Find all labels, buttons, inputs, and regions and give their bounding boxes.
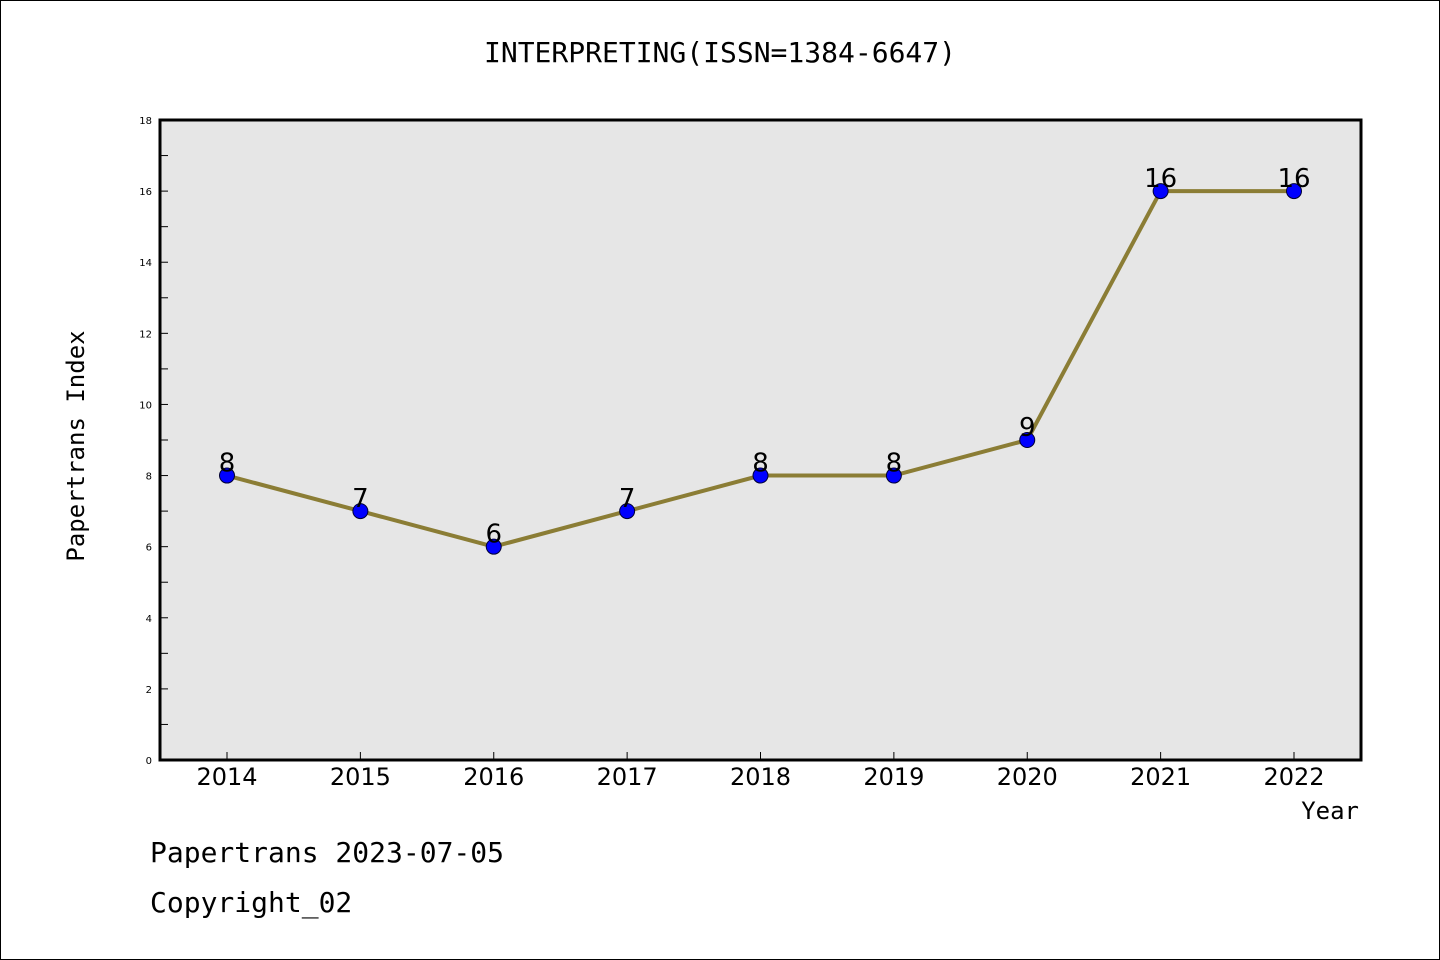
y-tick-label: 0 [146,756,152,767]
y-tick-label: 6 [146,543,152,554]
footer-source: Papertrans 2023-07-05 [150,836,505,869]
x-axis-label: Year [1301,797,1359,825]
x-tick-label: 2016 [463,763,524,791]
data-label: 16 [1144,164,1177,194]
plot-border [158,118,1363,762]
y-tick-label: 4 [146,614,152,625]
x-tick-label: 2020 [997,763,1058,791]
x-tick-label: 2022 [1263,763,1324,791]
data-point [619,503,636,520]
y-tick-label: 8 [146,472,152,483]
data-point [885,467,902,484]
x-tick-label: 2021 [1130,763,1191,791]
footer-copyright: Copyright_02 [150,886,353,919]
data-point [1152,183,1169,200]
data-label: 6 [485,520,502,550]
data-point [1019,432,1036,448]
y-tick-label: 12 [139,329,152,340]
data-labels: 8 7 6 7 8 8 9 16 16 [219,164,1311,550]
data-point [752,467,769,484]
data-point [1286,183,1302,200]
y-axis-label: Papertrans Index [62,330,90,561]
y-tick-label: 10 [139,400,152,411]
x-tick-label: 2015 [330,763,391,791]
x-axis-ticks: 2014 2015 2016 2017 2018 2019 2020 2021 2022 [196,752,1325,791]
data-point [485,538,502,555]
data-label: 7 [619,484,636,514]
data-point [352,503,369,520]
data-label: 9 [1019,413,1036,443]
data-label: 8 [886,449,903,479]
x-tick-label: 2018 [730,763,791,791]
data-label: 16 [1277,164,1310,194]
data-label: 8 [219,449,236,479]
y-tick-label: 18 [139,116,152,127]
data-point [219,467,235,484]
y-tick-label: 16 [139,187,152,198]
data-markers [219,183,1302,555]
y-tick-label: 2 [146,685,152,696]
y-tick-label: 14 [139,258,152,269]
chart-title: INTERPRETING(ISSN=1384-6647) [483,36,956,69]
data-label: 8 [752,449,769,479]
x-tick-label: 2014 [196,763,257,791]
plot-area [160,120,1361,760]
x-tick-label: 2017 [597,763,658,791]
x-tick-label: 2019 [863,763,924,791]
data-label: 7 [352,484,369,514]
